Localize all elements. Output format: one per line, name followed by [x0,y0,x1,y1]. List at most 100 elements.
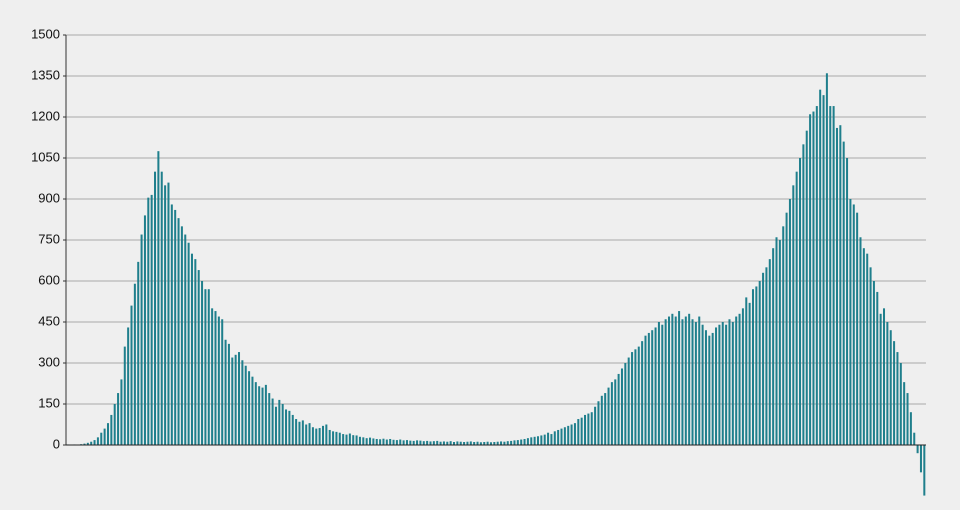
bar [278,399,281,445]
bar [214,311,217,445]
bar [127,327,130,445]
bar [516,440,519,445]
bar [133,283,136,445]
bar [698,316,701,445]
bar [211,308,214,445]
bar [664,319,667,445]
bar [762,272,765,445]
bar [829,106,832,446]
bar [701,324,704,445]
bar [852,204,855,445]
bar [500,441,503,445]
bar [285,409,288,445]
bar [123,346,126,445]
bar [372,438,375,445]
bar [392,439,395,445]
bar [883,308,886,445]
bar [338,432,341,445]
bar [893,341,896,445]
bar [335,431,338,445]
bar [110,414,113,445]
bar [869,267,872,445]
bar [755,286,758,445]
bar [802,144,805,446]
y-tick-label: 1500 [31,26,60,41]
bar [483,441,486,445]
bar [785,212,788,445]
bar [106,423,109,445]
bar [567,425,570,445]
bar [177,218,180,445]
bar [187,242,190,445]
bar [261,387,264,445]
bar [476,441,479,445]
bar [442,441,445,445]
bar [137,261,140,445]
bar [369,437,372,445]
bar [358,436,361,445]
bar [86,442,89,445]
bar [241,360,244,445]
bar [526,438,529,445]
bar [849,199,852,445]
bar [453,441,456,445]
bar [681,319,684,445]
bar [624,363,627,445]
bar [298,421,301,445]
bar [274,406,277,445]
bar [768,259,771,445]
y-tick-label: 0 [53,436,60,451]
bar [678,311,681,445]
bar [389,438,392,445]
bar [466,441,469,445]
bar [600,395,603,445]
bar [533,436,536,445]
bar [231,357,234,445]
bar [889,330,892,445]
bar [654,327,657,445]
bar [180,226,183,445]
bar [379,439,382,445]
bar [530,437,533,445]
bar [399,439,402,445]
bar [405,440,408,445]
bar [846,158,849,445]
bar [711,332,714,445]
bar [449,441,452,445]
bar [607,387,610,445]
bar [620,368,623,445]
bar [422,441,425,445]
bar [862,248,865,445]
bar [751,289,754,445]
bar [866,253,869,445]
bar [456,441,459,445]
bar [637,346,640,445]
bar [446,441,449,445]
bar [93,440,96,445]
bar [221,319,224,445]
bar [872,281,875,445]
bar [553,431,556,445]
bar [788,199,791,445]
bar [684,316,687,445]
bar [248,371,251,445]
bar [647,332,650,445]
bar [536,436,539,445]
bar [291,414,294,445]
bar [513,440,516,445]
bar [342,434,345,445]
bar [479,442,482,445]
bar [547,432,550,445]
y-tick-label: 1050 [31,149,60,164]
bar [822,95,825,445]
bar [365,438,368,445]
bar [688,313,691,445]
bar [150,194,153,445]
bar [345,434,348,445]
bar [691,319,694,445]
bar [100,432,103,445]
bar [117,393,120,445]
bar [90,441,93,445]
bar [409,440,412,445]
bar [311,427,314,445]
